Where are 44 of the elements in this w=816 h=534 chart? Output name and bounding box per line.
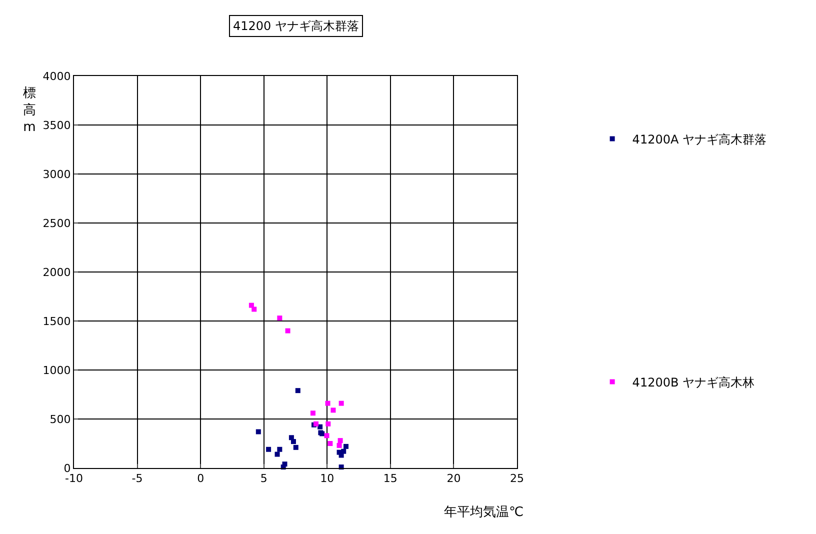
chart-title: 41200 ヤナギ高木群落 — [233, 19, 359, 33]
legend-label: 41200A ヤナギ高木群落 — [632, 132, 767, 146]
y-tick-label: 1500 — [42, 314, 71, 328]
point — [252, 306, 257, 312]
point — [277, 446, 282, 452]
y-tick-label: 1000 — [42, 364, 71, 377]
y-tick-label: 500 — [50, 412, 71, 426]
point — [324, 433, 330, 438]
y-tick-label: 3500 — [42, 118, 71, 132]
point — [277, 316, 282, 321]
point — [310, 410, 316, 416]
point — [338, 438, 343, 444]
point — [318, 424, 323, 430]
x-tick-label: 15 — [383, 472, 398, 486]
point — [328, 441, 333, 446]
point — [326, 421, 331, 426]
point — [274, 452, 280, 457]
y-tick-label: 0 — [64, 462, 71, 475]
point — [295, 388, 300, 394]
legend-label: 41200B ヤナギ高木林 — [632, 375, 755, 390]
x-tick-label: -10 — [65, 472, 83, 486]
x-tick-label: 5 — [260, 472, 268, 486]
y-tick-label: 4000 — [42, 70, 71, 83]
y-tick-label: 2000 — [42, 266, 71, 279]
x-axis-title: 年平均気温℃ — [444, 505, 524, 520]
y-tick-label: 3000 — [42, 168, 71, 181]
point — [330, 408, 336, 413]
x-tick-label: 10 — [320, 472, 334, 486]
x-tick-label: 0 — [197, 472, 204, 486]
point — [293, 444, 298, 450]
point — [314, 421, 318, 426]
point — [325, 400, 330, 406]
point — [290, 439, 296, 444]
x-tick-label: -5 — [132, 472, 143, 486]
y-tick-label: 2500 — [42, 216, 71, 230]
point — [256, 429, 261, 434]
point — [338, 400, 344, 406]
x-tick-label: 20 — [446, 472, 461, 486]
point — [344, 444, 348, 449]
y-axis-title: 標高m — [23, 86, 36, 135]
point — [266, 446, 272, 452]
x-tick-label: 25 — [510, 472, 524, 486]
point — [285, 328, 290, 334]
point — [336, 442, 342, 448]
